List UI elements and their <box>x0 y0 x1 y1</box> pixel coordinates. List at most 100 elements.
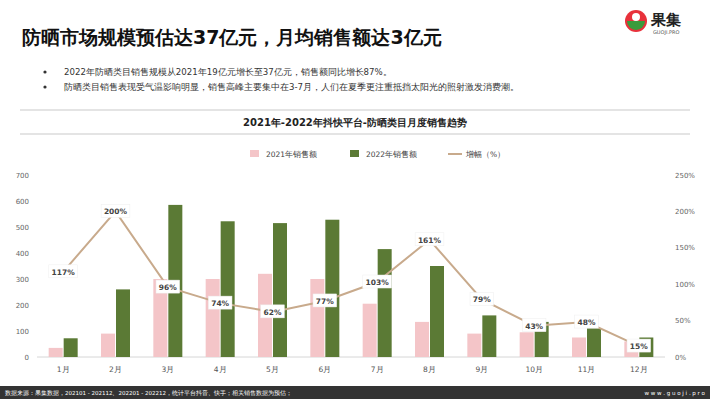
label-box <box>101 204 130 217</box>
footer-website: w w w . g u o j i . p r o <box>645 390 706 397</box>
y2-tick-label: 50% <box>675 317 691 325</box>
label-box <box>627 339 651 352</box>
tick-mark <box>35 227 37 228</box>
page-title: 防晒市场规模预估达37亿元，月均销售额达3亿元 <box>22 26 442 48</box>
label-box <box>49 265 78 278</box>
tick-mark <box>35 279 37 280</box>
footer-bar <box>0 386 710 399</box>
x-tick-label: 1月 <box>57 365 70 374</box>
x-tick-label: 2月 <box>109 365 122 374</box>
bar <box>520 332 534 357</box>
tick-mark <box>665 320 667 321</box>
bullet-dot <box>43 70 46 73</box>
tick-mark <box>665 284 667 285</box>
y2-tick-label: 250% <box>675 172 695 180</box>
y2-tick-label: 200% <box>675 208 695 216</box>
x-axis <box>37 357 665 358</box>
x-tick-label: 5月 <box>266 365 279 374</box>
bar <box>415 322 429 357</box>
tick-mark <box>665 211 667 212</box>
logo-sub: GUOJI.PRO <box>653 29 679 35</box>
bar <box>206 279 220 357</box>
tick-mark <box>35 201 37 202</box>
data-label: 117% <box>52 268 76 277</box>
x-tick-label: 4月 <box>214 365 227 374</box>
x-tick-label: 8月 <box>423 365 436 374</box>
tick-mark <box>35 175 37 176</box>
bar <box>64 338 78 357</box>
plot-marks <box>49 205 654 357</box>
y2-tick-label: 150% <box>675 244 695 252</box>
line <box>63 211 639 346</box>
bar <box>430 266 444 357</box>
label-box <box>261 305 285 318</box>
tick-mark <box>665 247 667 248</box>
y-tick-label: 700 <box>16 172 29 180</box>
logo-name: 果集 <box>650 11 681 29</box>
y-tick-label: 200 <box>16 302 29 310</box>
y-tick-label: 600 <box>16 198 29 206</box>
data-label: 161% <box>418 236 442 245</box>
y-tick-label: 100 <box>16 328 29 336</box>
footer-source: 数据来源：果集数据，202101 - 202112、202201 - 20221… <box>5 389 292 396</box>
bar <box>325 220 339 357</box>
y-tick-label: 0 <box>25 354 29 362</box>
data-label: 200% <box>104 207 128 216</box>
bullet-dot <box>43 85 46 88</box>
bar <box>572 338 586 358</box>
legend-swatch <box>350 150 359 157</box>
logo-icon <box>625 10 647 32</box>
x-tick-label: 6月 <box>318 365 331 374</box>
title-rule <box>20 110 690 111</box>
bullet-text: 防晒类目销售表现受气温影响明显，销售高峰主要集中在3-7月，人们在夏季更注重抵挡… <box>64 82 519 92</box>
bar <box>310 279 324 357</box>
label-box <box>470 292 494 305</box>
title-rule <box>20 134 690 135</box>
chart-title: 2021年-2022年抖快平台-防晒类目月度销售趋势 <box>243 117 467 128</box>
bar <box>587 328 601 357</box>
tick-mark <box>35 331 37 332</box>
legend-swatch <box>250 150 259 157</box>
bar <box>467 334 481 357</box>
x-tick-label: 7月 <box>371 365 384 374</box>
data-label: 43% <box>525 322 543 331</box>
x-tick-label: 10月 <box>525 365 543 374</box>
label-box <box>208 296 232 309</box>
y-tick-label: 300 <box>16 276 29 284</box>
x-tick-label: 12月 <box>630 365 648 374</box>
data-label: 77% <box>316 297 334 306</box>
label-box <box>363 275 392 288</box>
bar <box>221 221 235 357</box>
label-box <box>313 294 337 307</box>
data-label: 79% <box>473 295 491 304</box>
y2-tick-label: 100% <box>675 281 695 289</box>
tick-mark <box>35 357 37 358</box>
page: 防晒市场规模预估达37亿元，月均销售额达3亿元 2022年防晒类目销售规模从202… <box>0 0 710 399</box>
legend-label: 2022年销售额 <box>366 150 417 159</box>
y-tick-label: 500 <box>16 224 29 232</box>
tick-mark <box>665 357 667 358</box>
tick-mark <box>665 175 667 176</box>
legend-label: 增幅（%） <box>465 150 505 159</box>
data-label: 96% <box>159 283 177 292</box>
data-label: 74% <box>211 299 229 308</box>
tick-mark <box>35 305 37 306</box>
legend-swatch <box>448 153 462 155</box>
label-box <box>575 315 599 328</box>
x-tick-label: 9月 <box>475 365 488 374</box>
logo-icon <box>627 21 645 30</box>
bar <box>101 334 115 357</box>
stage: 防晒市场规模预估达37亿元，月均销售额达3亿元 2022年防晒类目销售规模从202… <box>0 0 710 399</box>
bar <box>49 348 63 357</box>
bar <box>482 315 496 357</box>
tick-mark <box>35 253 37 254</box>
bullet-text: 2022年防晒类目销售规模从2021年19亿元增长至37亿元，销售额同比增长87… <box>64 67 392 77</box>
data-label: 103% <box>366 278 390 287</box>
bar <box>116 289 130 357</box>
legend-label: 2021年销售额 <box>266 150 317 159</box>
label-box <box>522 319 546 332</box>
data-label: 48% <box>578 318 596 327</box>
y2-tick-label: 0% <box>675 354 686 362</box>
logo-icon <box>632 13 640 21</box>
x-tick-label: 3月 <box>161 365 174 374</box>
